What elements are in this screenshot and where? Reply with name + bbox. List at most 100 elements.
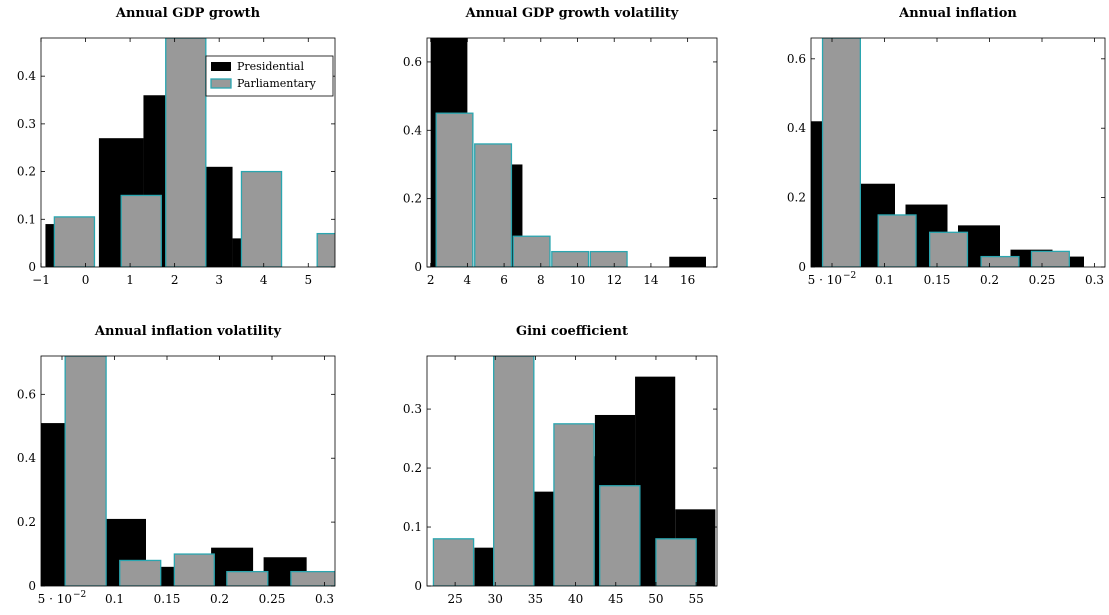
x-tick-label: 4 [260, 273, 268, 287]
bars [45, 38, 335, 267]
x-tick-label: 0 [82, 273, 90, 287]
y-tick-label: 0.2 [787, 191, 806, 205]
x-tick-label: 35 [528, 592, 543, 606]
x-tick-label: 0.2 [210, 592, 229, 606]
x-tick-label: 40 [568, 592, 583, 606]
x-tick-label: 8 [537, 273, 545, 287]
x-tick-label: 30 [488, 592, 503, 606]
x-tick-label: 0.1 [105, 592, 124, 606]
y-tick-label: 0.6 [17, 387, 36, 401]
plot-frame [40, 355, 336, 587]
legend: Presidential Parliamentary [205, 55, 334, 97]
y-tick-label: 0.6 [787, 52, 806, 66]
chart-title: Annual GDP growth [115, 6, 261, 21]
x-tick-exponent: −2 [843, 271, 856, 281]
parliamentary-bar [240, 170, 283, 267]
bars [41, 356, 335, 586]
x-tick-label: 25 [447, 592, 462, 606]
x-tick-label: 0.15 [924, 273, 951, 287]
plot-frame [426, 37, 718, 268]
parliamentary-bar [53, 216, 96, 267]
x-tick-label: 1 [126, 273, 134, 287]
x-tick-exponent: −2 [73, 590, 86, 600]
parliamentary-bar [1030, 250, 1070, 267]
chart-panel-5: Gini coefficient 0 0.1 0.2 0.3 25 30 35 40 45 50 55 [403, 324, 718, 606]
y-tick-label: 0 [28, 579, 36, 593]
chart-title: Annual inflation [898, 6, 1017, 21]
x-tick-label: 50 [648, 592, 663, 606]
bars [432, 356, 716, 586]
x-tick-label: 0.3 [315, 592, 334, 606]
y-tick-label: 0.3 [17, 117, 36, 131]
legend-label: Parliamentary [237, 77, 317, 90]
chart-panel-2: Annual GDP growth volatility 0 0.2 0.4 0.6 2 4… [403, 6, 718, 287]
y-tick-label: 0.1 [403, 520, 422, 534]
parliamentary-bar [173, 553, 215, 586]
legend-swatch [210, 78, 232, 89]
plot-frame [810, 37, 1106, 268]
parliamentary-bar [493, 356, 535, 586]
parliamentary-bar [435, 112, 474, 267]
parliamentary-bar [980, 255, 1020, 267]
chart-title: Gini coefficient [516, 324, 628, 339]
parliamentary-bar [821, 38, 861, 267]
parliamentary-bar [512, 235, 551, 267]
y-tick-label: 0.4 [17, 69, 36, 83]
plot-frame [426, 355, 718, 587]
y-tick-label: 0 [798, 260, 806, 274]
chart-title: Annual inflation volatility [94, 324, 282, 339]
x-tick-label: 2 [427, 273, 435, 287]
bars [811, 38, 1084, 267]
chart-title: Annual GDP growth volatility [465, 6, 679, 21]
parliamentary-bar [120, 194, 162, 267]
x-tick-label: 5 [304, 273, 312, 287]
x-tick-label: 12 [607, 273, 622, 287]
x-tick-label: 4 [464, 273, 472, 287]
y-tick-label: 0.4 [787, 121, 806, 135]
presidential-bar [41, 423, 66, 586]
y-tick-label: 0.2 [403, 192, 422, 206]
x-tick-label: 0.25 [259, 592, 286, 606]
parliamentary-bar [64, 356, 107, 586]
legend-label: Presidential [237, 60, 304, 73]
y-tick-label: 0.6 [403, 55, 422, 69]
y-tick-label: 0.2 [17, 165, 36, 179]
y-tick-label: 0 [414, 260, 422, 274]
y-tick-label: 0 [414, 579, 422, 593]
x-tick-label: 2 [171, 273, 179, 287]
parliamentary-bar [316, 232, 335, 267]
chart-panel-3: Annual inflation 0 0.2 0.4 0.6 5 · 10 −2 0.1 0.1… [787, 6, 1106, 287]
x-tick-label: 6 [500, 273, 508, 287]
x-tick-label: 0.2 [980, 273, 999, 287]
parliamentary-bar [474, 143, 513, 267]
parliamentary-bar [226, 570, 269, 586]
x-tick-label: 5 · 10 [38, 592, 72, 606]
parliamentary-bar [599, 485, 641, 586]
parliamentary-bar [165, 38, 207, 267]
x-tick-label: 45 [608, 592, 623, 606]
parliamentary-bar [589, 250, 628, 267]
y-tick-label: 0.1 [17, 212, 36, 226]
x-tick-label: 55 [688, 592, 703, 606]
parliamentary-bar [553, 423, 595, 586]
x-tick-label: 0.3 [1085, 273, 1104, 287]
y-tick-label: 0.3 [403, 402, 422, 416]
parliamentary-bar [119, 559, 162, 586]
parliamentary-bar [655, 538, 697, 586]
y-tick-label: 0.2 [403, 461, 422, 475]
x-tick-label: 16 [680, 273, 695, 287]
x-tick-label: 14 [643, 273, 659, 287]
y-tick-label: 0 [28, 260, 36, 274]
parliamentary-bar [290, 570, 335, 586]
bars [430, 38, 706, 267]
x-tick-label: 0.25 [1029, 273, 1056, 287]
chart-panel-4: Annual inflation volatility 0 0.2 0.4 0.6 5 ·… [17, 324, 336, 606]
y-tick-label: 0.4 [17, 451, 36, 465]
y-tick-label: 0.4 [403, 123, 422, 137]
legend-swatch [211, 62, 231, 71]
x-tick-label: 10 [570, 273, 585, 287]
presidential-bar [669, 256, 706, 267]
x-tick-label: 0.15 [154, 592, 181, 606]
